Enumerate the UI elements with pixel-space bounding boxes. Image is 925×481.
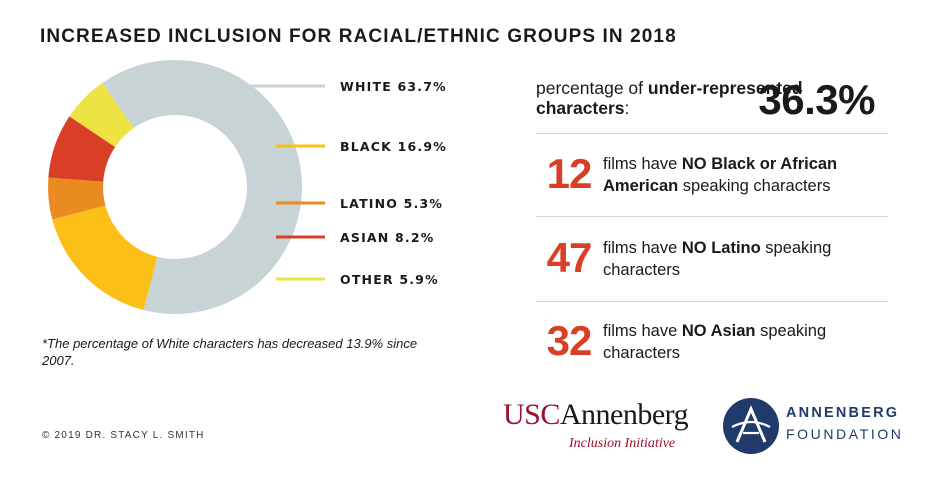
- slice-other: [69, 82, 134, 147]
- slice-black: [52, 205, 158, 311]
- stat-asian: 32 films have NO Asian speaking characte…: [543, 317, 888, 377]
- underrepresented-value: 36.3%: [758, 76, 875, 123]
- underrepresented-label: percentage of under-represented characte…: [536, 78, 803, 118]
- slice-asian: [48, 116, 116, 182]
- underrepresented-label-bold: under-represented characters: [536, 78, 803, 118]
- annenberg-foundation-logo-icon: [723, 398, 779, 454]
- annenberg-foundation-name: ANNENBERG: [786, 405, 900, 421]
- stat-number: 12: [546, 150, 593, 197]
- stat-text: films have NO Latino speaking characters: [603, 239, 832, 279]
- stat-number: 47: [546, 234, 593, 281]
- divider: [536, 133, 888, 134]
- stat-number: 32: [546, 317, 593, 364]
- usc-annenberg-subtitle: Inclusion Initiative: [569, 436, 676, 451]
- footnote: *The percentage of White characters has …: [42, 336, 418, 368]
- stat-black: 12 films have NO Black or African Americ…: [543, 150, 888, 210]
- legend-label-latino: LATINO 5.3%: [340, 196, 443, 211]
- stat-text: films have NO Asian speaking characters: [603, 322, 827, 362]
- donut-chart: WHITE 63.7% BLACK 16.9% LATINO 5.3% ASIAN 8…: [48, 59, 447, 314]
- underrepresented-stat: percentage of under-represented characte…: [536, 72, 891, 124]
- legend-label-other: OTHER 5.9%: [340, 272, 439, 287]
- legend-label-black: BLACK 16.9%: [340, 139, 447, 154]
- copyright: © 2019 DR. STACY L. SMITH: [42, 430, 205, 441]
- usc-annenberg-logo: USCAnnenberg Inclusion Initiative: [503, 398, 713, 460]
- annenberg-foundation-subtitle: FOUNDATION: [786, 426, 904, 442]
- usc-annenberg-wordmark: USCAnnenberg: [503, 398, 689, 431]
- chart-legend: WHITE 63.7% BLACK 16.9% LATINO 5.3% ASIAN 8…: [212, 79, 447, 287]
- divider: [536, 216, 888, 217]
- legend-label-asian: ASIAN 8.2%: [340, 230, 434, 245]
- divider: [536, 301, 888, 302]
- stat-latino: 47 films have NO Latino speaking charact…: [543, 234, 888, 294]
- slice-latino: [48, 177, 106, 220]
- stat-text: films have NO Black or African American …: [603, 155, 838, 195]
- slice-white: [102, 59, 302, 314]
- donut-slices: [48, 59, 302, 314]
- legend-label-white: WHITE 63.7%: [340, 79, 447, 94]
- chart-title: INCREASED INCLUSION FOR RACIAL/ETHNIC GR…: [40, 26, 677, 47]
